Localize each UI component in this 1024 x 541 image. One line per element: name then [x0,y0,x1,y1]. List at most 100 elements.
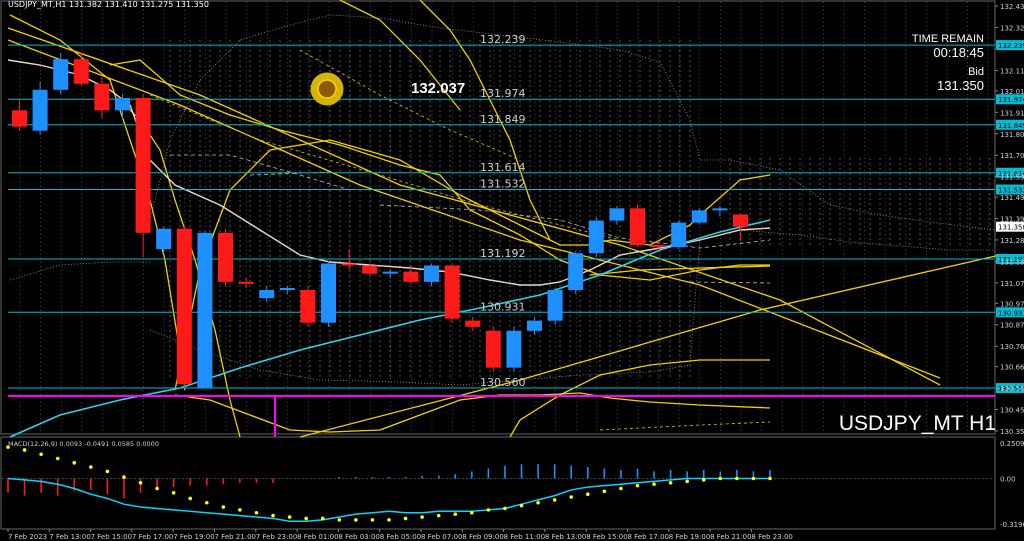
bid-label: Bid [968,66,984,78]
time-tick-label: 8 Feb 15:00 [586,533,627,541]
gray-dashed-lines [170,154,771,284]
candle-body[interactable] [259,290,275,299]
time-tick-label: 7 Feb 21:00 [215,533,256,541]
macd-signal-dot [22,448,27,452]
price-tick-label: 132.430 [1000,3,1024,11]
candle-body[interactable] [527,320,542,331]
macd-signal-dot [72,461,77,465]
candle-body[interactable] [650,245,666,248]
candle-body[interactable] [424,265,439,282]
candlesticks[interactable] [12,53,748,389]
level-tag-text: 130.931 [998,309,1024,317]
time-tick-label: 8 Feb 23:00 [751,533,792,541]
candle-body[interactable] [135,98,151,233]
macd-signal-dot [304,516,308,521]
time-tick-label: 7 Feb 15:00 [91,533,132,541]
candle-body[interactable] [568,253,584,291]
time-remain-value: 00:18:45 [933,45,984,60]
candle-body[interactable] [321,263,336,323]
candle-body[interactable] [588,220,604,254]
time-tick-label: 7 Feb 2023 [8,533,47,541]
macd-signal-dot [701,478,706,482]
symbol-info: USDJPY_MT,H1 131.382 131.410 131.275 131… [8,0,209,9]
price-tick-label: 130.765 [1000,343,1024,351]
price-tick-label: 131.495 [1000,194,1024,202]
price-tick-label: 132.325 [1000,25,1024,33]
horizontal-levels: 132.239132.239131.974131.974131.849131.8… [8,33,1024,394]
macd-signal-dot [39,452,43,457]
candle-body[interactable] [403,271,419,282]
time-tick-label: 8 Feb 07:00 [421,533,462,541]
candle-body[interactable] [300,290,316,323]
macd-signal-dot [420,515,424,519]
level-tag-text: 131.532 [998,187,1024,195]
candle-body[interactable] [547,290,563,321]
macd-signal-dot [685,479,689,484]
macd-signal-dot [55,456,60,461]
macd-signal-dot [453,512,458,516]
candle-body[interactable] [341,263,357,266]
macd-signal-dot [122,475,126,479]
level-label: 130.931 [480,300,526,313]
candle-body[interactable] [733,214,748,227]
candle-body[interactable] [671,222,687,248]
candle-body[interactable] [53,59,69,90]
candle-body[interactable] [279,287,295,291]
candle-body[interactable] [444,265,460,319]
macd-signal-dot [188,496,193,501]
macd-signal-dot [635,483,640,488]
level-tag-text: 131.614 [998,170,1024,178]
candle-body[interactable] [73,59,89,84]
candle-body[interactable] [12,110,27,127]
price-tick-label: 131.805 [1000,131,1024,139]
macd-signal-dot [89,465,93,469]
candle-body[interactable] [32,89,48,131]
time-tick-label: 7 Feb 17:00 [132,533,173,541]
macd-signal-dot [536,500,540,505]
candle-body[interactable] [691,210,707,223]
price-tick-label: 131.285 [1000,237,1024,245]
price-axis: 132.430 132.325 132.115 132.015 131.910 131.8… [995,3,1024,436]
macd-axis-label: 0.00 [1000,476,1016,484]
candle-body[interactable] [712,208,728,211]
level-label: 130.560 [480,376,526,389]
price-highlight-marker[interactable] [310,72,344,106]
candle-body[interactable] [238,281,254,284]
candle-body[interactable] [609,208,625,221]
candle-body[interactable] [465,320,481,327]
level-label: 131.974 [480,87,526,100]
level-tag-text: 131.192 [998,256,1024,264]
candle-body[interactable] [506,330,522,368]
price-tick-label: 131.180 [1000,258,1024,266]
candle-body[interactable] [197,232,213,389]
time-tick-label: 8 Feb 11:00 [504,533,545,541]
candle-body[interactable] [156,228,172,250]
time-tick-label: 8 Feb 13:00 [545,533,586,541]
price-tick-label: 132.115 [1000,67,1024,75]
time-tick-label: 8 Feb 05:00 [380,533,421,541]
level-label: 131.192 [480,247,526,260]
macd-signal-dot [155,486,159,491]
macd-signal-dot [204,500,209,505]
macd-axis-label: -0.3196 [1000,521,1024,529]
main-panel-frame [0,0,996,435]
candle-body[interactable] [176,228,192,384]
envelope-upper-2 [109,59,770,281]
candle-body[interactable] [382,271,398,274]
candle-body[interactable] [362,265,378,274]
candle-body[interactable] [630,208,645,246]
macd-signal-dot [569,495,574,499]
candle-body[interactable] [485,330,501,368]
chikou-line [419,0,551,241]
candle-body[interactable] [218,232,233,282]
symbol-watermark: USDJPY_MT H1 [838,412,996,435]
candle-body[interactable] [94,83,110,111]
level-tag [996,307,1024,318]
macd-signal-dot [619,486,623,491]
trendline-ascending [299,254,1001,438]
time-tick-label: 8 Feb 19:00 [669,533,710,541]
time-tick-label: 7 Feb 13:00 [49,533,90,541]
candle-body[interactable] [115,98,130,111]
price-tick-label: 130.975 [1000,300,1024,308]
